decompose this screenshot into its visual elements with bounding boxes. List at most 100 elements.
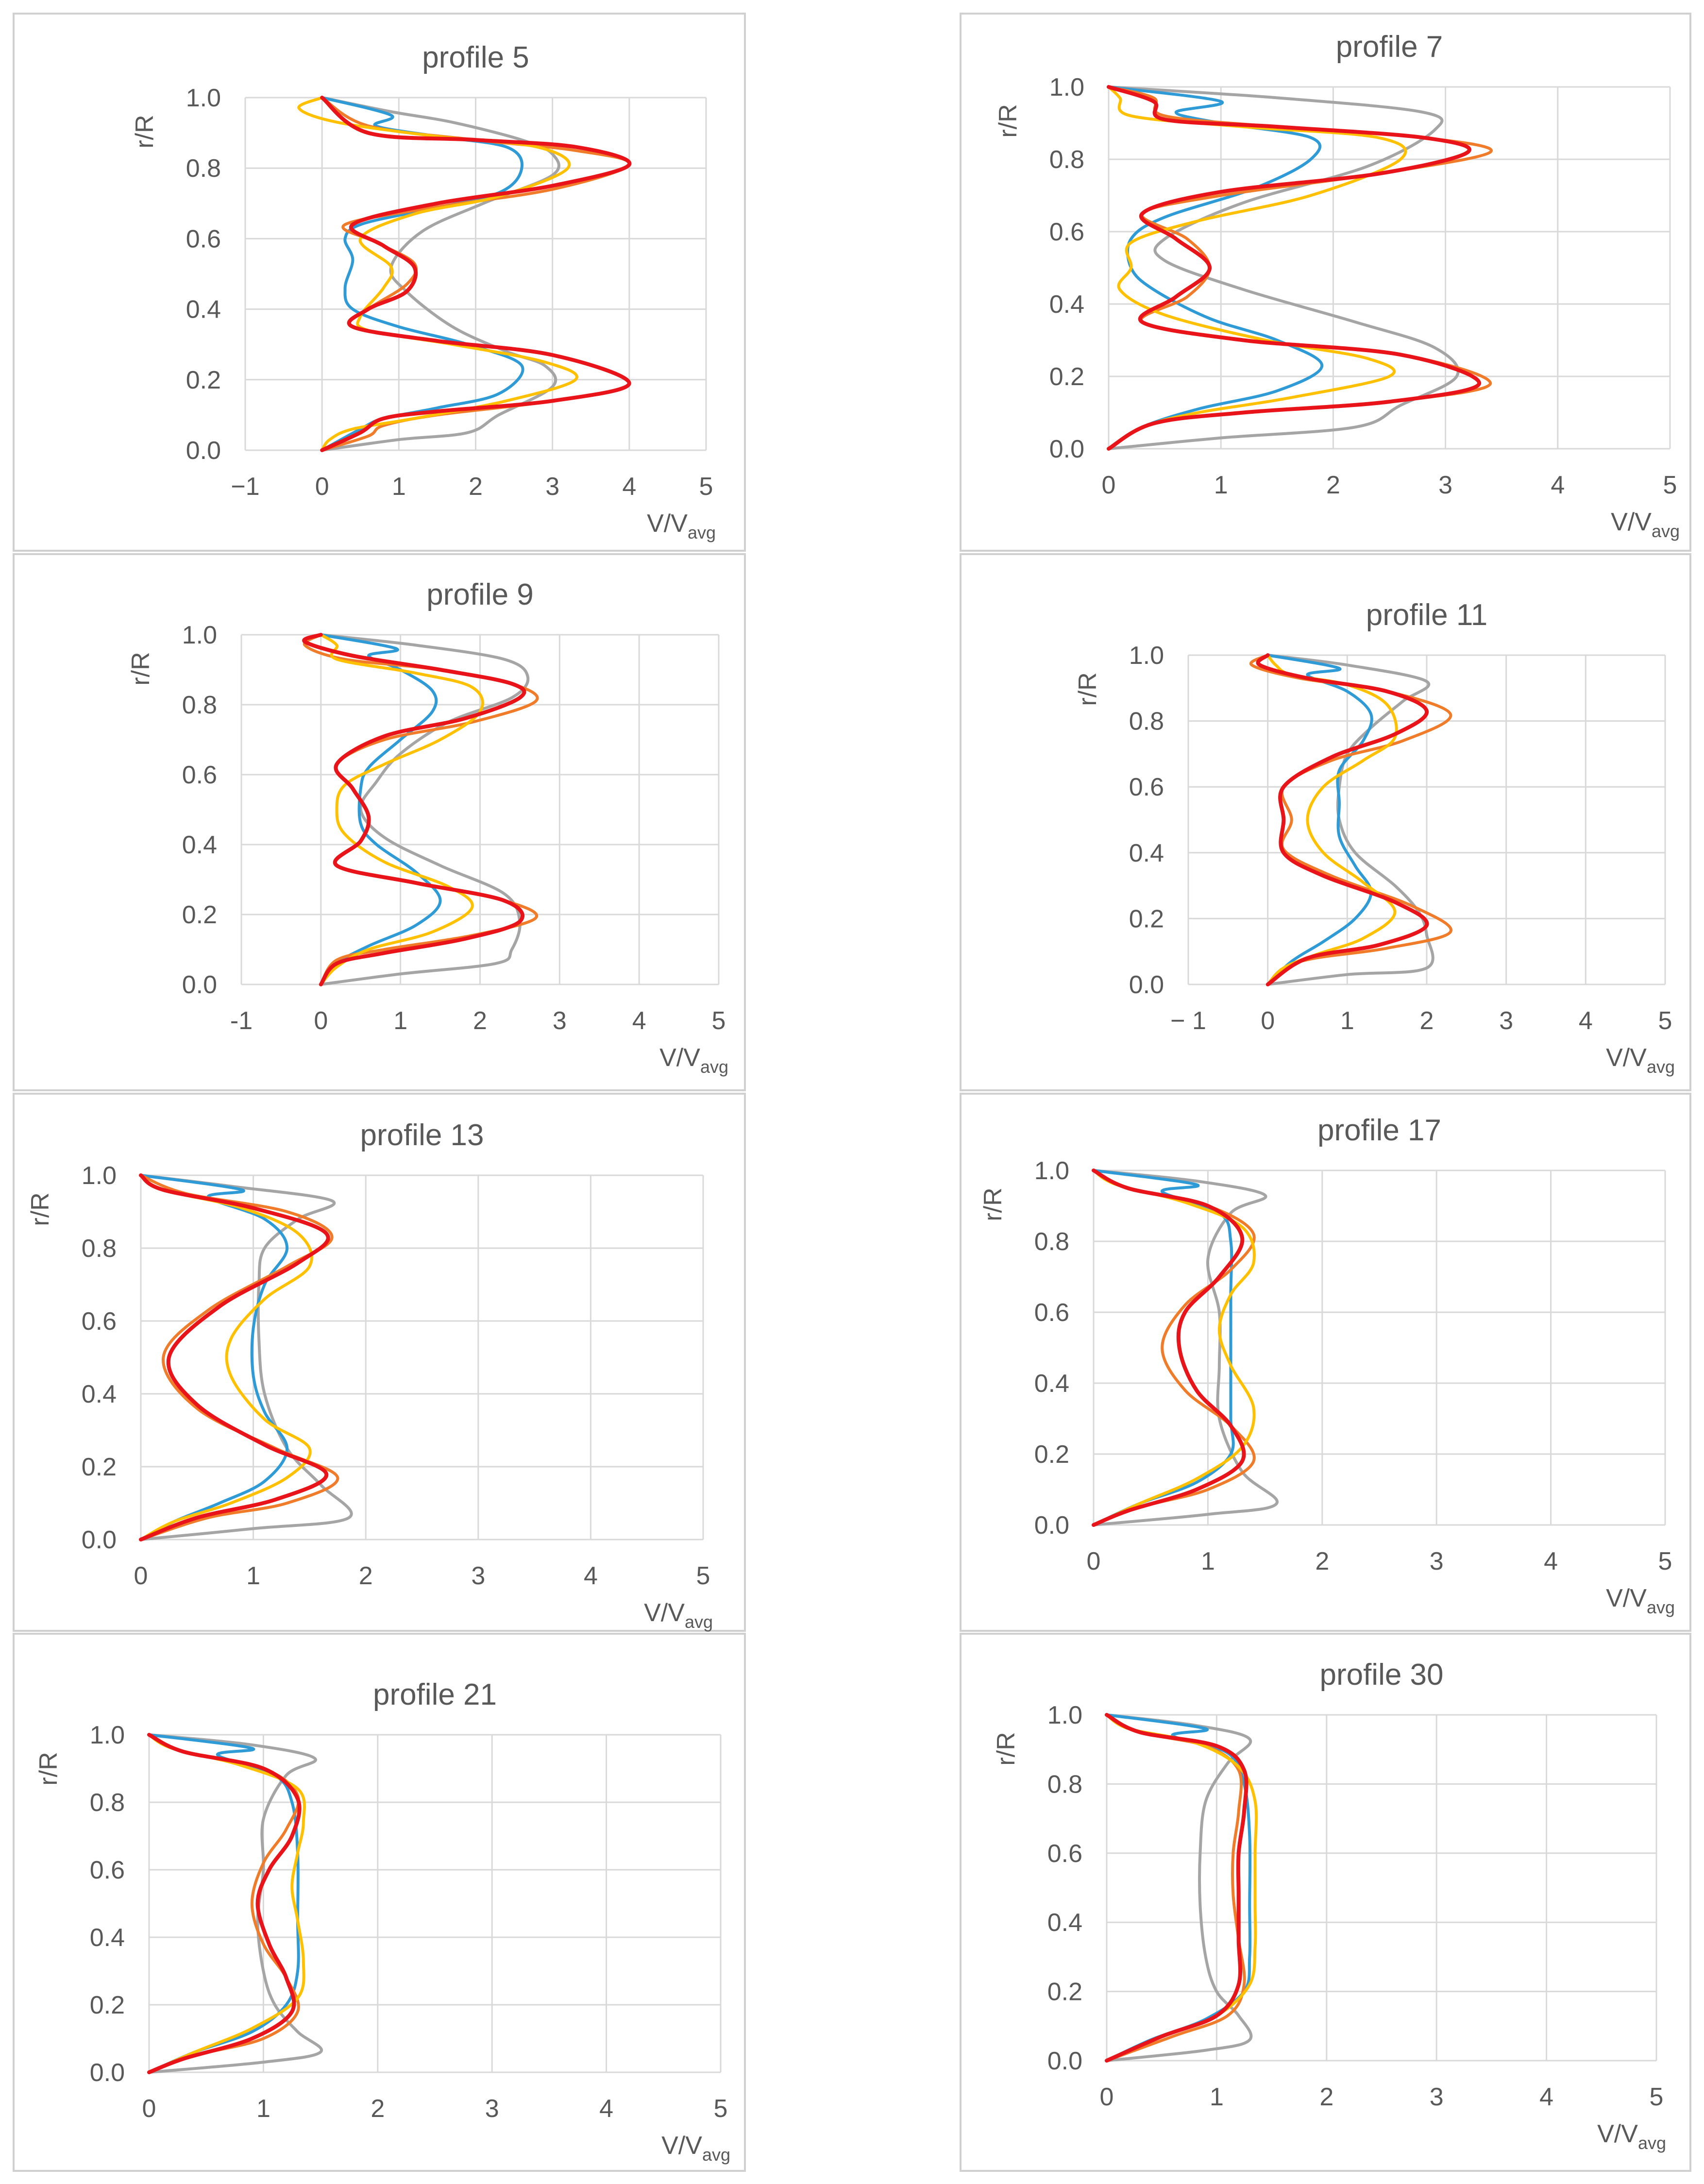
x-tick-label: 0 [1102,471,1116,499]
y-axis-label: r/R [1074,672,1102,706]
series-line-blue [1266,654,1373,986]
y-tick-label: 0.0 [186,437,221,465]
x-tick-label: 0 [1261,1007,1275,1035]
x-axis-label: V/Vavg [647,509,716,542]
y-tick-label: 0.6 [186,225,221,253]
y-tick-label: 0.6 [182,761,217,789]
y-tick-label: 0.0 [82,1526,117,1554]
y-tick-label: 0.8 [182,691,217,719]
series-line-blue [1092,1169,1235,1526]
chart-title: profile 21 [373,1678,497,1711]
y-tick-label: 0.0 [1129,971,1164,999]
y-axis-label: r/R [994,104,1022,137]
x-tick-label: 3 [1430,2083,1444,2111]
chart-panel: profile 11 − 1 0 1 2 3 4 5 0.0 0.2 0.4 0.6 0.8 1.0 r/R… [960,553,1691,1091]
x-tick-label: 3 [471,1562,485,1590]
y-tick-label: 1.0 [82,1162,117,1190]
x-tick-label: 3 [553,1007,567,1035]
series-line-red [320,96,632,452]
x-tick-label: 1 [393,1007,407,1035]
y-tick-label: 0.4 [182,831,217,859]
chart-panel: profile 30 0 1 2 3 4 5 0.0 0.2 0.4 0.6 0.8 1.0 r/R V/V… [960,1633,1691,2172]
x-axis-label: V/Vavg [661,2132,730,2165]
x-tick-label: 1 [1201,1547,1215,1575]
y-tick-label: 0.0 [1049,435,1084,463]
series-line-red [1256,653,1429,986]
y-tick-label: 0.4 [186,296,221,324]
y-tick-label: 0.0 [182,971,217,999]
x-tick-label: 4 [632,1007,646,1035]
x-tick-label: − 1 [1170,1007,1206,1035]
y-tick-label: 0.8 [186,154,221,183]
series-line-gray [1107,85,1460,450]
y-tick-label: 0.6 [90,1856,125,1884]
x-tick-label: 5 [1658,1547,1672,1575]
y-tick-label: 0.4 [82,1380,117,1408]
y-tick-label: 0.2 [182,901,217,929]
y-tick-label: 1.0 [1049,73,1084,102]
x-tick-label: 1 [1214,471,1228,499]
y-tick-label: 1.0 [1129,642,1164,670]
y-tick-label: 0.8 [90,1789,125,1817]
x-tick-label: 1 [1210,2083,1224,2111]
y-tick-label: 0.0 [90,2059,125,2087]
x-tick-label: 4 [599,2095,613,2123]
chart-panel: profile 13 0 1 2 3 4 5 0.0 0.2 0.4 0.6 0.8 1.0 r/R V/V… [13,1093,746,1632]
y-tick-label: 0.0 [1034,1511,1069,1540]
x-tick-label: 3 [1430,1547,1444,1575]
x-tick-label: 5 [699,473,713,501]
y-tick-label: 0.8 [1034,1228,1069,1256]
y-tick-label: 0.4 [1049,290,1084,319]
y-tick-label: 0.8 [1129,708,1164,736]
series-line-blue [1107,85,1324,450]
x-axis-label: V/Vavg [644,1599,713,1632]
x-tick-label: 5 [712,1007,726,1035]
chart-panel: profile 21 0 1 2 3 4 5 0.0 0.2 0.4 0.6 0.8 1.0 r/R V/V… [13,1633,746,2172]
y-tick-label: 1.0 [90,1721,125,1749]
x-tick-label: 4 [1544,1547,1558,1575]
y-axis-label: r/R [34,1752,63,1785]
series-line-yellow [139,1174,313,1541]
y-tick-label: 0.6 [1047,1840,1082,1868]
y-tick-label: 0.2 [1047,1978,1082,2006]
x-tick-label: 0 [315,473,329,501]
x-tick-label: 4 [584,1562,598,1590]
x-tick-label: 3 [545,473,559,501]
x-tick-label: 0 [142,2095,156,2123]
panel-frame [13,1093,746,1632]
y-tick-label: 0.8 [1049,146,1084,174]
series-line-red [139,1173,330,1541]
x-axis-label: V/Vavg [659,1044,728,1077]
chart-panel: profile 9 -1 0 1 2 3 4 5 0.0 0.2 0.4 0.6 0.8 1.0 r/R V/… [13,553,746,1091]
x-tick-label: 5 [714,2095,728,2123]
series-line-red [1092,1168,1246,1527]
series-line-red [1105,1713,1248,2063]
panel-frame [960,1633,1691,2172]
y-tick-label: 1.0 [182,621,217,649]
chart-title: profile 13 [360,1118,484,1152]
panel-frame [960,553,1691,1091]
y-tick-label: 1.0 [1047,1701,1082,1729]
x-tick-label: -1 [230,1007,253,1035]
y-tick-label: 0.2 [1034,1440,1069,1469]
x-tick-label: 2 [359,1562,373,1590]
y-tick-label: 0.2 [90,1991,125,2019]
y-tick-label: 0.6 [1129,773,1164,801]
y-axis-label: r/R [127,652,155,685]
x-tick-label: 2 [371,2095,385,2123]
x-tick-label: 2 [1315,1547,1329,1575]
x-tick-label: 0 [134,1562,148,1590]
chart-title: profile 9 [426,578,534,611]
panel-frame [13,1633,746,2172]
y-tick-label: 0.4 [1047,1909,1082,1937]
y-tick-label: 0.6 [82,1307,117,1336]
x-tick-label: 3 [485,2095,499,2123]
series-line-yellow [1092,1169,1256,1526]
chart-title: profile 30 [1319,1658,1443,1692]
panel-frame [960,1093,1691,1632]
series-line-gray [139,1174,353,1541]
y-tick-label: 0.4 [1129,839,1164,867]
y-axis-label: r/R [26,1192,54,1226]
y-tick-label: 0.4 [90,1924,125,1952]
x-tick-label: 0 [314,1007,328,1035]
